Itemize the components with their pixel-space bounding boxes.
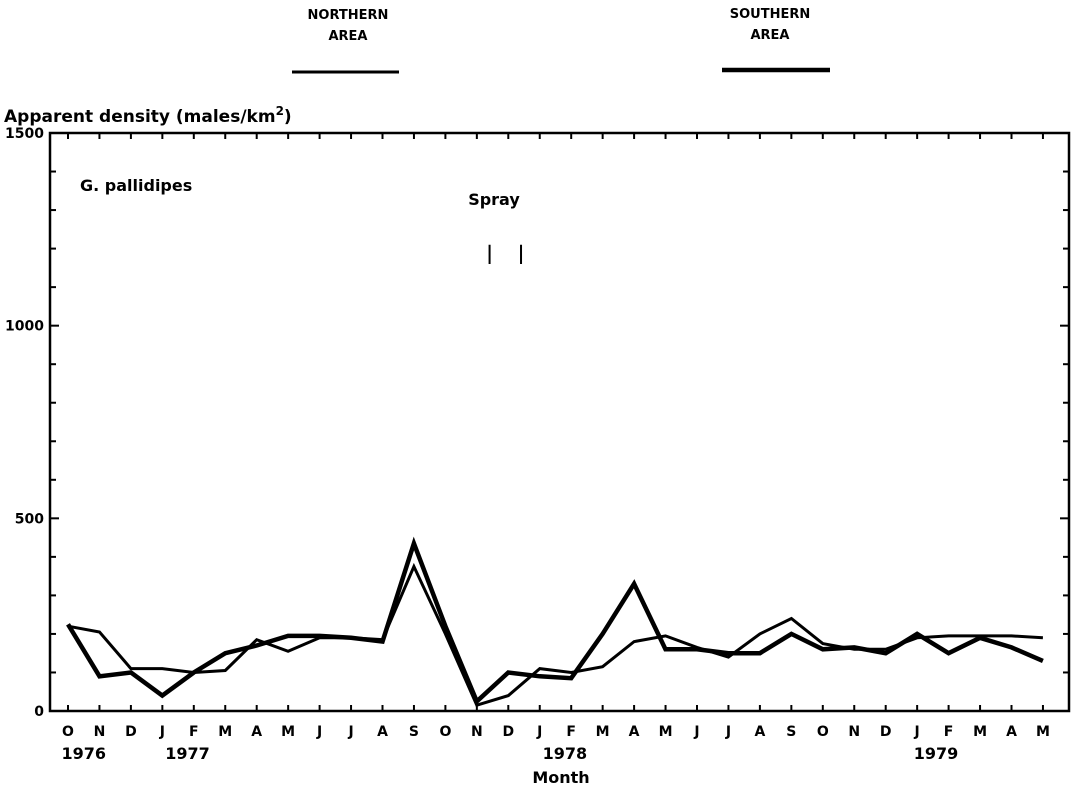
year-label: 1976 — [61, 744, 106, 763]
y-axis-title-close: ) — [284, 107, 292, 127]
x-tick-label: A — [754, 724, 765, 740]
y-tick-label: 1000 — [5, 319, 44, 335]
x-tick-label: S — [786, 724, 796, 740]
y-axis-title-superscript: 2 — [276, 104, 284, 118]
x-tick-label: F — [566, 724, 576, 740]
x-tick-label: N — [848, 724, 860, 740]
legend-southern-label-line1: SOUTHERN — [730, 7, 811, 22]
x-tick-label: F — [189, 724, 199, 740]
x-tick-label: M — [596, 724, 610, 740]
x-tick-label: M — [1036, 724, 1050, 740]
x-tick-label: J — [159, 724, 165, 740]
x-tick-label: M — [281, 724, 295, 740]
year-label: 1978 — [543, 744, 588, 763]
plot-layer: 0 500 1000 1500 O N D J F M A M J J A S O N D J F M A M J J A S O N D J… — [5, 126, 1069, 763]
x-tick-label: J — [693, 724, 699, 740]
x-tick-label: N — [94, 724, 106, 740]
legend-northern-label-line1: NORTHERN — [308, 8, 389, 23]
y-tick-label: 0 — [34, 704, 44, 720]
x-tick-label: F — [944, 724, 954, 740]
x-tick-label: A — [1006, 724, 1017, 740]
x-tick-label: J — [316, 724, 322, 740]
legend-southern-label-line2: AREA — [750, 28, 789, 43]
x-tick-label: N — [471, 724, 483, 740]
x-axis-title: Month — [532, 768, 589, 787]
plot-frame — [50, 133, 1069, 711]
y-tick-label: 1500 — [5, 126, 44, 142]
x-tick-label: J — [536, 724, 542, 740]
species-annotation: G. pallidipes — [80, 176, 192, 195]
y-axis-title-main: Apparent density (males/km — [4, 107, 276, 127]
x-tick-label: A — [251, 724, 262, 740]
y-tick-label: 500 — [15, 511, 44, 527]
legend-northern-label-line2: AREA — [328, 29, 367, 44]
x-tick-label: J — [914, 724, 920, 740]
x-tick-label: M — [659, 724, 673, 740]
spray-label: Spray — [468, 190, 520, 209]
x-tick-label: M — [218, 724, 232, 740]
x-tick-label: O — [439, 724, 451, 740]
year-label: 1977 — [165, 744, 210, 763]
x-tick-label: J — [347, 724, 353, 740]
x-tick-label: A — [377, 724, 388, 740]
x-tick-label: A — [629, 724, 640, 740]
y-axis-title: Apparent density (males/km2) — [4, 104, 292, 127]
series-line — [68, 567, 1043, 706]
x-tick-label: D — [880, 724, 892, 740]
x-tick-label: O — [62, 724, 74, 740]
year-label: 1979 — [914, 744, 959, 763]
x-tick-label: S — [409, 724, 419, 740]
x-tick-label: D — [502, 724, 514, 740]
x-tick-label: J — [725, 724, 731, 740]
x-tick-label: D — [125, 724, 137, 740]
series-line — [68, 543, 1043, 701]
x-tick-label: M — [973, 724, 987, 740]
x-tick-label: O — [817, 724, 829, 740]
